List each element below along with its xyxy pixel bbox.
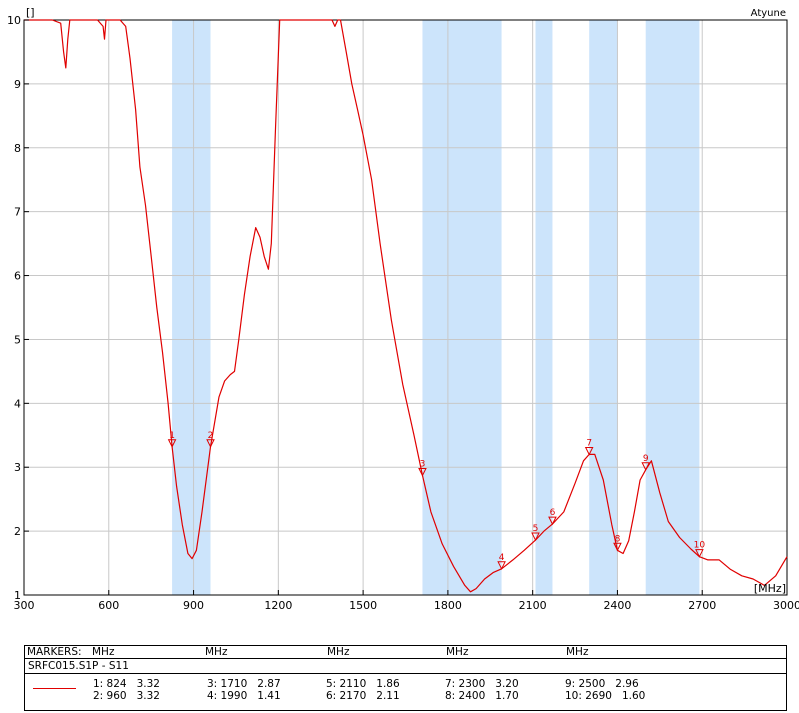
marker-entry: 1: 824 3.32	[93, 678, 160, 690]
marker-label: 1	[169, 431, 175, 441]
file-label: SRFC015.S1P - S11	[25, 659, 786, 674]
marker-label: 10	[694, 541, 706, 551]
marker-entry: 5: 2110 1.86	[326, 678, 400, 690]
unit-header: MHz	[446, 646, 469, 658]
marker-triangle	[584, 446, 594, 456]
x-tick-label: 300	[14, 599, 35, 612]
marker-triangle	[531, 532, 540, 542]
marker-entry: 10: 2690 1.60	[565, 690, 646, 702]
y-tick-label: 8	[14, 142, 21, 155]
marker-label: 5	[533, 524, 539, 534]
marker-entry: 8: 2400 1.70	[445, 690, 519, 702]
x-tick-label: 1800	[434, 599, 462, 612]
x-tick-label: 1500	[349, 599, 377, 612]
x-tick-label: 1200	[264, 599, 292, 612]
x-tick-label: 3000	[773, 599, 799, 612]
marker-label: 6	[550, 508, 556, 518]
frequency-band	[172, 20, 211, 595]
y-tick-label: 7	[14, 206, 21, 219]
series-line	[24, 19, 788, 593]
x-unit-label: [MHz]	[754, 582, 786, 595]
frequency-bands	[172, 20, 700, 595]
marker-entry: 9: 2500 2.96	[565, 678, 639, 690]
marker-label: 2	[208, 431, 214, 441]
x-tick-label: 2700	[688, 599, 716, 612]
unit-header: MHz	[92, 646, 115, 658]
unit-header: MHz	[327, 646, 350, 658]
frequency-band	[535, 20, 553, 595]
frequency-band	[645, 20, 700, 595]
y-unit-label: []	[26, 6, 35, 19]
marker-entry: 3: 1710 2.87	[207, 678, 281, 690]
x-tick-label: 2100	[519, 599, 547, 612]
markers-header-row: MARKERS: MHz MHz MHz MHz MHz	[25, 646, 786, 659]
marker-triangle	[206, 439, 215, 448]
marker-triangle	[418, 468, 427, 477]
vswr-chart: 1 2 3 4 5 6 7 8 9 10 300 600 900 1200 1500 1800 2100 240…	[7, 6, 799, 612]
plot-area-border	[23, 19, 788, 596]
y-tick-label: 4	[14, 397, 21, 410]
s11-trace	[24, 19, 788, 593]
y-tick-label: 6	[14, 270, 21, 283]
marker-triangle	[613, 542, 622, 552]
marker-entry: 7: 2300 3.20	[445, 678, 519, 690]
marker-entry: 2: 960 3.32	[93, 690, 160, 702]
trace-legend-line	[33, 688, 76, 689]
frequency-band	[589, 20, 618, 595]
marker-triangle	[641, 462, 651, 471]
y-tick-label: 5	[14, 333, 21, 346]
marker-label: 9	[643, 454, 649, 464]
marker-label: 8	[615, 534, 621, 544]
axis-ticks: 300 600 900 1200 1500 1800 2100 2400 2700 3000 1 2 3…	[7, 14, 799, 612]
y-tick-label: 1	[14, 589, 21, 602]
unit-header: MHz	[205, 646, 228, 658]
brand-label: Atyune	[751, 8, 786, 19]
y-tick-label: 3	[14, 461, 21, 474]
marker-entry: 6: 2170 2.11	[326, 690, 400, 702]
x-tick-label: 600	[98, 599, 119, 612]
marker-label: 7	[586, 438, 592, 448]
marker-triangle	[695, 549, 704, 558]
frequency-band	[422, 20, 502, 595]
y-tick-label: 10	[7, 14, 21, 27]
markers-header-label: MARKERS:	[27, 646, 82, 658]
marker-triangle	[548, 516, 557, 526]
x-tick-label: 900	[183, 599, 204, 612]
marker-triangle	[167, 439, 177, 448]
marker-label: 3	[420, 460, 426, 470]
x-tick-label: 2400	[603, 599, 631, 612]
marker-entry: 4: 1990 1.41	[207, 690, 281, 702]
y-tick-label: 2	[14, 525, 21, 538]
unit-header: MHz	[566, 646, 589, 658]
markers-panel: MARKERS: MHz MHz MHz MHz MHz SRFC015.S1P…	[24, 645, 787, 711]
marker-group: 1 2 3 4 5 6 7 8 9 10	[167, 431, 706, 570]
marker-triangle	[497, 561, 506, 570]
marker-label: 4	[499, 553, 505, 563]
y-tick-label: 9	[14, 78, 21, 91]
